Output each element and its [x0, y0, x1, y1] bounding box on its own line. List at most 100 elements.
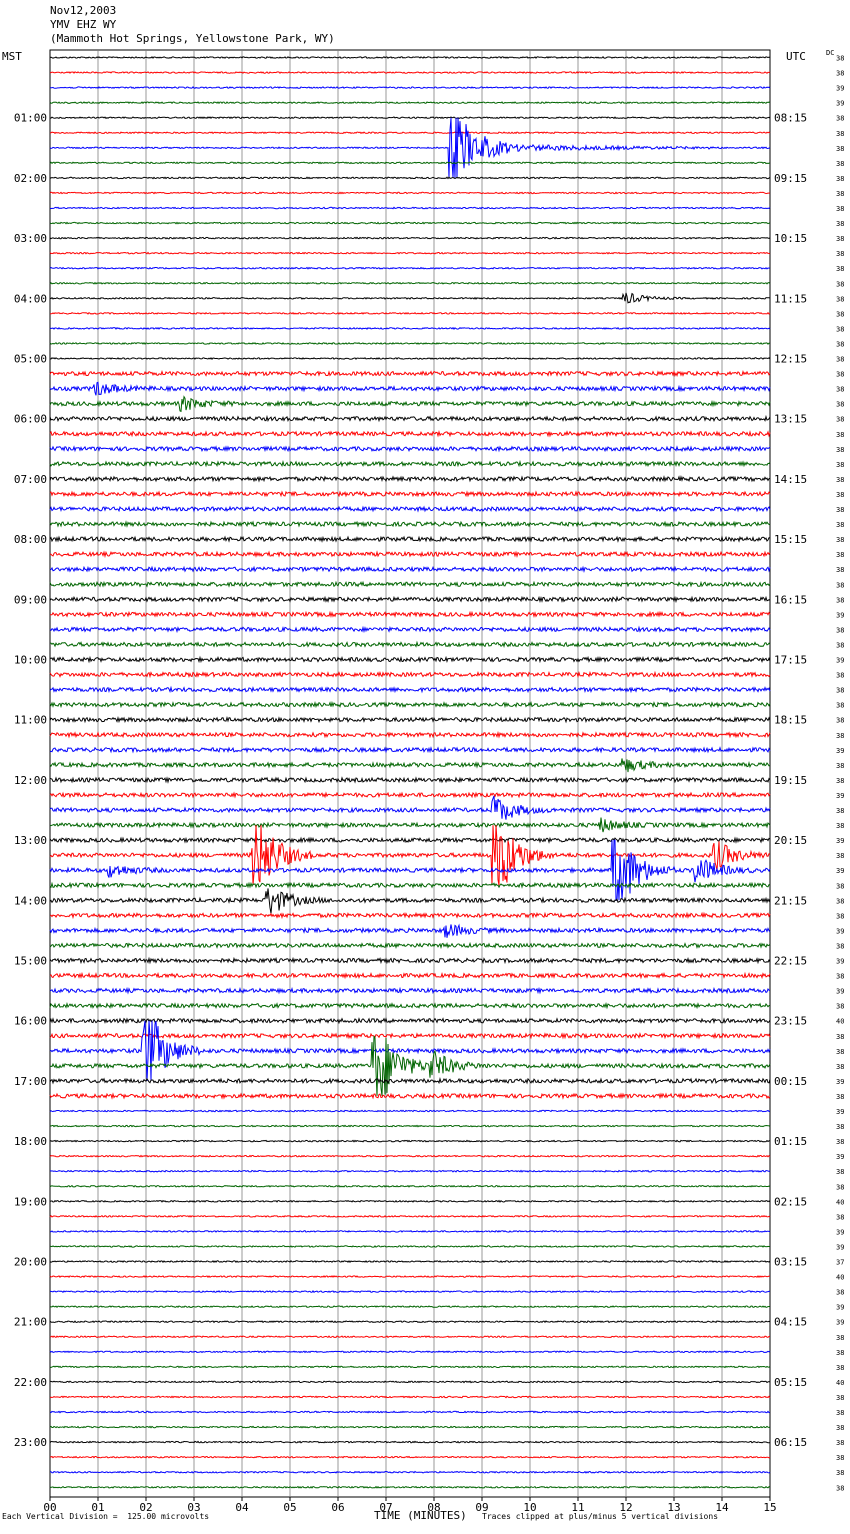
- dc-offset-value: 38: [836, 1334, 844, 1342]
- dc-offset-value: 38: [836, 356, 844, 364]
- trace-row: [49, 55, 771, 59]
- trace-row: [49, 251, 771, 255]
- right-hour-label: 03:15: [774, 1256, 807, 1269]
- trace-row: [49, 1017, 771, 1025]
- left-hour-label: 02:00: [14, 172, 47, 185]
- station-location: (Mammoth Hot Springs, Yellowstone Park, …: [50, 32, 335, 45]
- dc-offset-value: 38: [836, 807, 844, 815]
- trace-row: [49, 266, 771, 270]
- left-hour-label: 06:00: [14, 413, 47, 426]
- trace-row: [49, 430, 771, 438]
- dc-offset-value: 38: [836, 461, 844, 469]
- left-hour-label: 16:00: [14, 1015, 47, 1028]
- trace-row: [49, 625, 771, 634]
- trace-row: [49, 505, 771, 513]
- left-hour-label: 15:00: [14, 955, 47, 968]
- trace-row: [49, 655, 771, 664]
- trace-row: [49, 342, 771, 345]
- dc-offset-value: 39: [836, 1153, 844, 1161]
- trace-row: [49, 1245, 770, 1248]
- trace-row: [49, 986, 770, 995]
- dc-offset-value: 38: [836, 1003, 844, 1011]
- dc-offset-value: 38: [836, 1454, 844, 1462]
- dc-offset-value: 38: [836, 325, 844, 333]
- trace-row: [49, 1275, 770, 1278]
- x-tick-label: 10: [523, 1501, 536, 1514]
- x-tick-label: 09: [475, 1501, 488, 1514]
- right-hour-label: 16:15: [774, 593, 807, 606]
- dc-offset-value: 38: [836, 536, 844, 544]
- trace-row: [49, 1320, 771, 1324]
- x-tick-label: 06: [331, 1501, 344, 1514]
- x-tick-label: 11: [571, 1501, 584, 1514]
- trace-row: [49, 459, 771, 468]
- left-timezone-label: MST: [2, 50, 22, 63]
- dc-offset-value: 38: [836, 672, 844, 680]
- right-hour-label: 05:15: [774, 1376, 807, 1389]
- dc-offset-value: 38: [836, 1063, 844, 1071]
- dc-offset-value: 39: [836, 100, 844, 108]
- dc-offset-value: 38: [836, 1093, 844, 1101]
- trace-row: [49, 1020, 771, 1081]
- trace-row: [49, 715, 771, 724]
- right-hour-label: 02:15: [774, 1195, 807, 1208]
- trace-row: [49, 445, 771, 453]
- dc-offset-value: 38: [836, 1033, 844, 1041]
- x-tick-label: 02: [139, 1501, 152, 1514]
- dc-offset-value: 39: [836, 958, 844, 966]
- trace-row: [49, 791, 771, 799]
- dc-offset-value: 38: [836, 566, 844, 574]
- dc-offset-value: 39: [836, 1078, 844, 1086]
- trace-row: [49, 1035, 771, 1096]
- trace-row: [49, 1169, 771, 1173]
- trace-row: [49, 685, 771, 694]
- dc-offset-value: 38: [836, 687, 844, 695]
- dc-offset-value: 40: [836, 1379, 844, 1387]
- trace-row: [49, 292, 771, 304]
- trace-row: [49, 911, 771, 920]
- dc-offset-value: 38: [836, 1394, 844, 1402]
- dc-offset-value: 37: [836, 1259, 844, 1267]
- dc-offset-value: 38: [836, 581, 844, 589]
- trace-row: [49, 281, 771, 285]
- dc-offset-value: 39: [836, 85, 844, 93]
- right-hour-label: 11:15: [774, 292, 807, 305]
- trace-row: [49, 730, 771, 739]
- trace-row: [49, 311, 771, 315]
- dc-offset-value: 39: [836, 792, 844, 800]
- left-hour-label: 21:00: [14, 1316, 47, 1329]
- dc-offset-value: 38: [836, 446, 844, 454]
- dc-offset-value: 38: [836, 1424, 844, 1432]
- dc-offset-value: 38: [836, 1123, 844, 1131]
- dc-offset-value: 38: [836, 626, 844, 634]
- dc-offset-value: 40: [836, 1198, 844, 1206]
- left-hour-label: 10:00: [14, 654, 47, 667]
- trace-row: [49, 1365, 771, 1369]
- dc-offset-value: 39: [836, 657, 844, 665]
- dc-offset-value: 38: [836, 55, 844, 63]
- trace-row: [49, 101, 771, 105]
- trace-row: [49, 670, 771, 679]
- dc-offset-value: 38: [836, 702, 844, 710]
- dc-offset-value: 38: [836, 310, 844, 318]
- right-hour-label: 12:15: [774, 353, 807, 366]
- trace-row: [49, 475, 771, 483]
- right-hour-label: 00:15: [774, 1075, 807, 1088]
- dc-offset-value: 38: [836, 115, 844, 123]
- left-hour-label: 04:00: [14, 292, 47, 305]
- left-hour-label: 12:00: [14, 774, 47, 787]
- dc-offset-value: 38: [836, 777, 844, 785]
- trace-row: [49, 1154, 771, 1158]
- trace-row: [49, 580, 771, 588]
- dc-offset-value: 38: [836, 973, 844, 981]
- trace-row: [49, 1455, 771, 1459]
- right-hour-label: 15:15: [774, 533, 807, 546]
- trace-row: [49, 176, 771, 180]
- left-hour-label: 22:00: [14, 1376, 47, 1389]
- trace-row: [49, 1425, 771, 1429]
- dc-offset-value: 38: [836, 1138, 844, 1146]
- trace-row: [49, 1440, 770, 1444]
- trace-row: [49, 369, 771, 378]
- vertical-scale-note: Each Vertical Division = 125.00 microvol…: [2, 1512, 210, 1521]
